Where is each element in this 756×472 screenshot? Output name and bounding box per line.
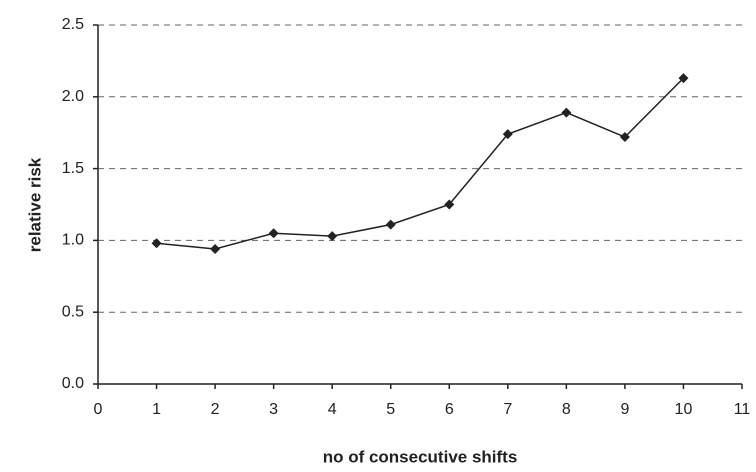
x-tick-label: 5 <box>386 401 395 418</box>
marker <box>327 231 338 242</box>
y-tick-label: 1.0 <box>62 232 84 249</box>
marker <box>502 129 513 140</box>
x-tick-label: 7 <box>503 401 512 418</box>
x-axis-label: no of consecutive shifts <box>323 447 518 466</box>
marker <box>385 219 396 230</box>
x-tick-label: 2 <box>211 401 220 418</box>
y-tick-label: 1.5 <box>62 160 84 177</box>
marker <box>210 244 221 255</box>
y-tick-label: 0.5 <box>62 303 84 320</box>
x-tick-label: 9 <box>620 401 629 418</box>
marker <box>268 228 279 239</box>
x-tick-label: 4 <box>328 401 337 418</box>
marker <box>619 132 630 143</box>
y-tick-label: 0.0 <box>62 375 84 392</box>
marker <box>561 107 572 118</box>
x-tick-label: 6 <box>445 401 454 418</box>
x-tick-label: 11 <box>734 401 751 418</box>
marker <box>151 238 162 249</box>
x-tick-label: 3 <box>269 401 278 418</box>
x-tick-label: 10 <box>675 401 693 418</box>
y-axis-label: relative risk <box>25 157 44 252</box>
y-tick-label: 2.0 <box>62 88 84 105</box>
x-tick-label: 1 <box>152 401 161 418</box>
x-tick-label: 8 <box>562 401 571 418</box>
data-line <box>156 77 684 250</box>
marker <box>678 73 689 84</box>
y-tick-label: 2.5 <box>62 16 84 33</box>
marker <box>444 199 455 210</box>
x-tick-label: 0 <box>94 401 103 418</box>
